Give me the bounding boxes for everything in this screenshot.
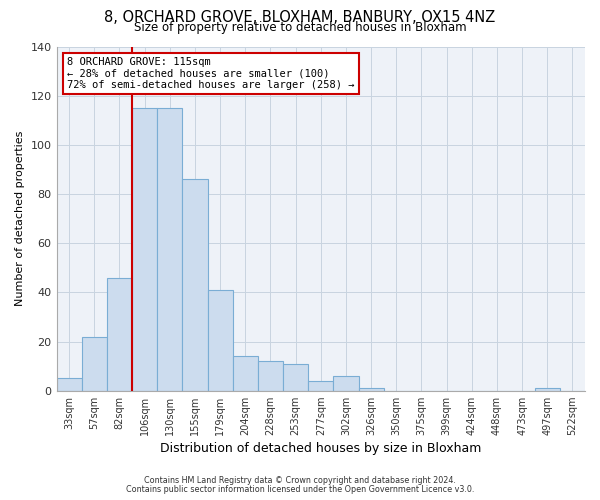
Bar <box>107 278 132 390</box>
Bar <box>334 376 359 390</box>
Text: Size of property relative to detached houses in Bloxham: Size of property relative to detached ho… <box>134 21 466 34</box>
Bar <box>308 381 334 390</box>
Text: 8 ORCHARD GROVE: 115sqm
← 28% of detached houses are smaller (100)
72% of semi-d: 8 ORCHARD GROVE: 115sqm ← 28% of detache… <box>67 57 355 90</box>
Bar <box>157 108 182 391</box>
X-axis label: Distribution of detached houses by size in Bloxham: Distribution of detached houses by size … <box>160 442 481 455</box>
Text: Contains HM Land Registry data © Crown copyright and database right 2024.: Contains HM Land Registry data © Crown c… <box>144 476 456 485</box>
Bar <box>56 378 82 390</box>
Bar <box>182 180 208 390</box>
Bar <box>283 364 308 390</box>
Bar <box>258 361 283 390</box>
Bar <box>535 388 560 390</box>
Text: 8, ORCHARD GROVE, BLOXHAM, BANBURY, OX15 4NZ: 8, ORCHARD GROVE, BLOXHAM, BANBURY, OX15… <box>104 10 496 25</box>
Y-axis label: Number of detached properties: Number of detached properties <box>15 131 25 306</box>
Bar <box>208 290 233 390</box>
Bar <box>233 356 258 390</box>
Bar <box>82 336 107 390</box>
Bar <box>359 388 383 390</box>
Text: Contains public sector information licensed under the Open Government Licence v3: Contains public sector information licen… <box>126 485 474 494</box>
Bar <box>132 108 157 391</box>
